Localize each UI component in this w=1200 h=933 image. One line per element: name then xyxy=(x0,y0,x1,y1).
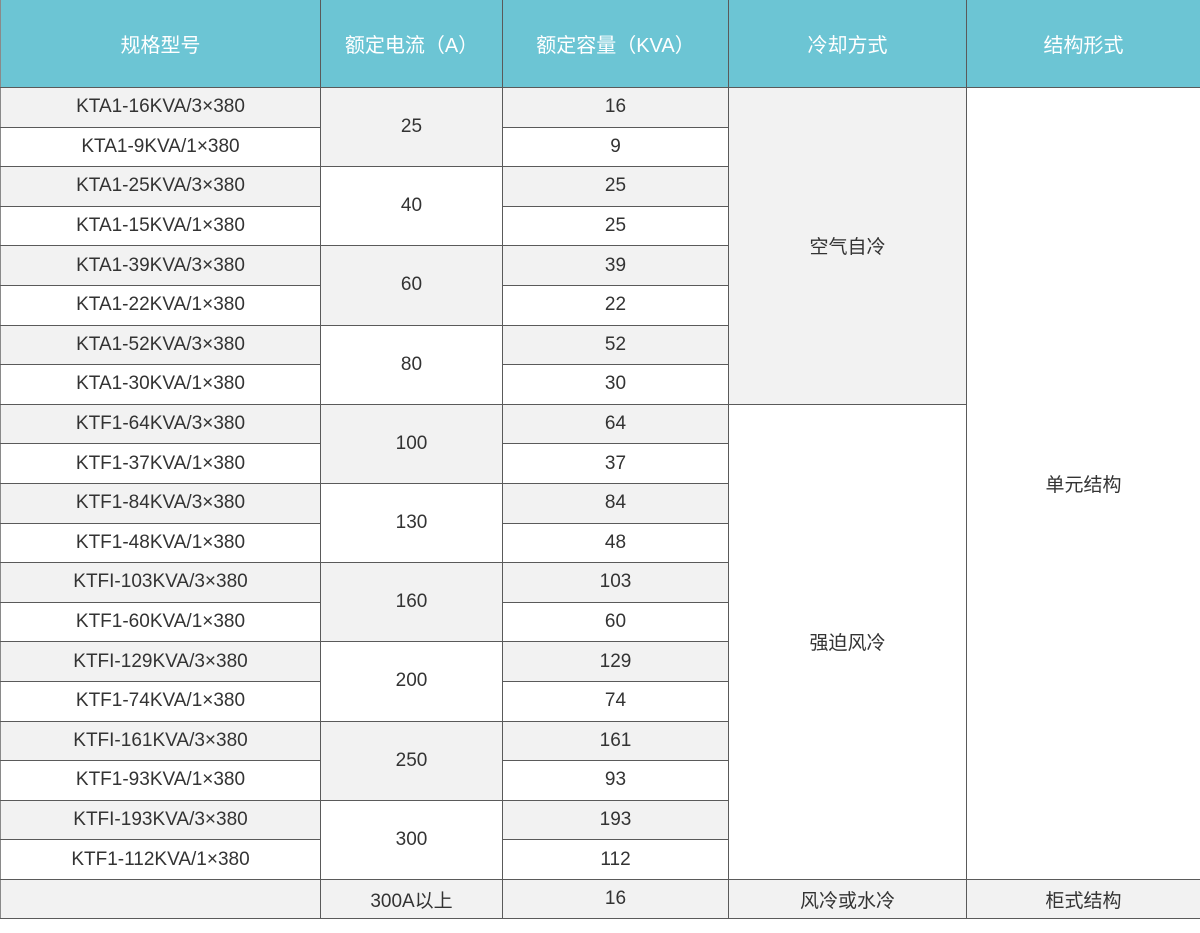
capacity-cell: 64 xyxy=(502,403,729,445)
capacity-cell: 39 xyxy=(502,245,729,286)
table-row: KTA1-25KVA/3×380 40 25 xyxy=(0,166,1200,247)
capacity-cell: 9 xyxy=(502,126,729,168)
capacity-cell: 193 xyxy=(502,799,729,841)
header-cooling: 冷却方式 xyxy=(728,0,967,88)
capacity-cell: 93 xyxy=(502,760,729,801)
current-cell: 25 xyxy=(320,86,503,168)
table-row: KTFI-193KVA/3×380 300 193 xyxy=(0,799,1200,880)
capacity-cell: 103 xyxy=(502,562,729,603)
table-row: KTFI-161KVA/3×380 250 161 xyxy=(0,720,1200,801)
capacity-cell: 48 xyxy=(502,522,729,564)
table-row: KTF1-64KVA/3×380 100 64 强迫风冷 xyxy=(0,403,1200,880)
model-cell: KTA1-9KVA/1×380 xyxy=(0,126,321,168)
current-cell: 80 xyxy=(320,324,503,405)
capacity-cell: 129 xyxy=(502,641,729,682)
table-row: KTA1-16KVA/3×380 25 16 空气自冷 单元结构 xyxy=(0,86,1200,880)
model-cell: KTF1-74KVA/1×380 xyxy=(0,680,321,722)
capacity-cell: 74 xyxy=(502,680,729,722)
table-row-last: 300A以上 16 风冷或水冷 柜式结构 xyxy=(0,878,1200,920)
table-row: KTF1-48KVA/1×380 48 xyxy=(0,522,1200,564)
last-structure-cell: 柜式结构 xyxy=(966,878,1200,920)
last-model-cell xyxy=(0,878,321,920)
capacity-cell: 60 xyxy=(502,601,729,643)
model-cell: KTFI-161KVA/3×380 xyxy=(0,720,321,762)
capacity-cell: 161 xyxy=(502,720,729,762)
model-cell: KTFI-193KVA/3×380 xyxy=(0,799,321,841)
table-row: KTF1-60KVA/1×380 60 xyxy=(0,601,1200,643)
header-structure: 结构形式 xyxy=(966,0,1200,88)
header-current: 额定电流（A） xyxy=(320,0,503,88)
table-row: KTF1-37KVA/1×380 37 xyxy=(0,443,1200,484)
capacity-cell: 22 xyxy=(502,284,729,326)
model-cell: KTA1-16KVA/3×380 xyxy=(0,87,321,128)
current-cell: 60 xyxy=(320,245,503,326)
model-cell: KTA1-15KVA/1×380 xyxy=(0,205,321,247)
capacity-cell: 25 xyxy=(502,166,729,207)
capacity-cell: 25 xyxy=(502,205,729,247)
model-cell: KTA1-22KVA/1×380 xyxy=(0,284,321,326)
table-row: KTA1-30KVA/1×380 30 xyxy=(0,364,1200,405)
model-cell: KTFI-129KVA/3×380 xyxy=(0,641,321,682)
structure-cell: 单元结构 xyxy=(966,87,1200,880)
table-row: KTFI-103KVA/3×380 160 103 xyxy=(0,562,1200,643)
current-cell: 100 xyxy=(320,403,503,484)
capacity-cell: 52 xyxy=(502,324,729,366)
table-row: KTA1-22KVA/1×380 22 xyxy=(0,284,1200,326)
table-row: KTA1-15KVA/1×380 25 xyxy=(0,205,1200,247)
current-cell: 40 xyxy=(320,166,503,247)
table-row: KTF1-84KVA/3×380 130 84 xyxy=(0,482,1200,564)
model-cell: KTF1-64KVA/3×380 xyxy=(0,403,321,445)
capacity-cell: 16 xyxy=(502,87,729,128)
model-cell: KTA1-39KVA/3×380 xyxy=(0,245,321,286)
table-row: KTFI-129KVA/3×380 200 129 xyxy=(0,641,1200,722)
current-cell: 130 xyxy=(320,482,503,564)
model-cell: KTF1-48KVA/1×380 xyxy=(0,522,321,564)
model-cell: KTA1-52KVA/3×380 xyxy=(0,324,321,366)
model-cell: KTA1-30KVA/1×380 xyxy=(0,364,321,405)
current-cell: 160 xyxy=(320,562,503,643)
current-cell: 250 xyxy=(320,720,503,801)
capacity-cell: 84 xyxy=(502,482,729,524)
last-cooling-cell: 风冷或水冷 xyxy=(728,878,967,920)
model-cell: KTF1-112KVA/1×380 xyxy=(0,839,321,880)
model-cell: KTFI-103KVA/3×380 xyxy=(0,562,321,603)
model-cell: KTF1-93KVA/1×380 xyxy=(0,760,321,801)
cooling-cell: 空气自冷 xyxy=(728,87,967,405)
capacity-cell: 30 xyxy=(502,364,729,405)
table-row: KTF1-112KVA/1×380 112 xyxy=(0,839,1200,880)
table-row: KTA1-9KVA/1×380 9 xyxy=(0,126,1200,168)
header-capacity: 额定容量（KVA） xyxy=(502,0,729,88)
current-cell: 300 xyxy=(320,799,503,880)
last-current-cell: 300A以上 xyxy=(320,878,503,920)
cooling-cell: 强迫风冷 xyxy=(728,403,967,880)
capacity-cell: 37 xyxy=(502,443,729,484)
table-body: KTA1-16KVA/3×380 25 16 空气自冷 单元结构 KTA1-9KVA/1×… xyxy=(0,86,1200,920)
last-capacity-cell: 16 xyxy=(502,878,729,920)
table-row: KTF1-93KVA/1×380 93 xyxy=(0,760,1200,801)
current-cell: 200 xyxy=(320,641,503,722)
header-model: 规格型号 xyxy=(0,0,321,88)
model-cell: KTA1-25KVA/3×380 xyxy=(0,166,321,207)
capacity-cell: 112 xyxy=(502,839,729,880)
model-cell: KTF1-84KVA/3×380 xyxy=(0,482,321,524)
header-row: 规格型号 额定电流（A） 额定容量（KVA） 冷却方式 结构形式 xyxy=(0,0,1200,88)
model-cell: KTF1-37KVA/1×380 xyxy=(0,443,321,484)
model-cell: KTF1-60KVA/1×380 xyxy=(0,601,321,643)
